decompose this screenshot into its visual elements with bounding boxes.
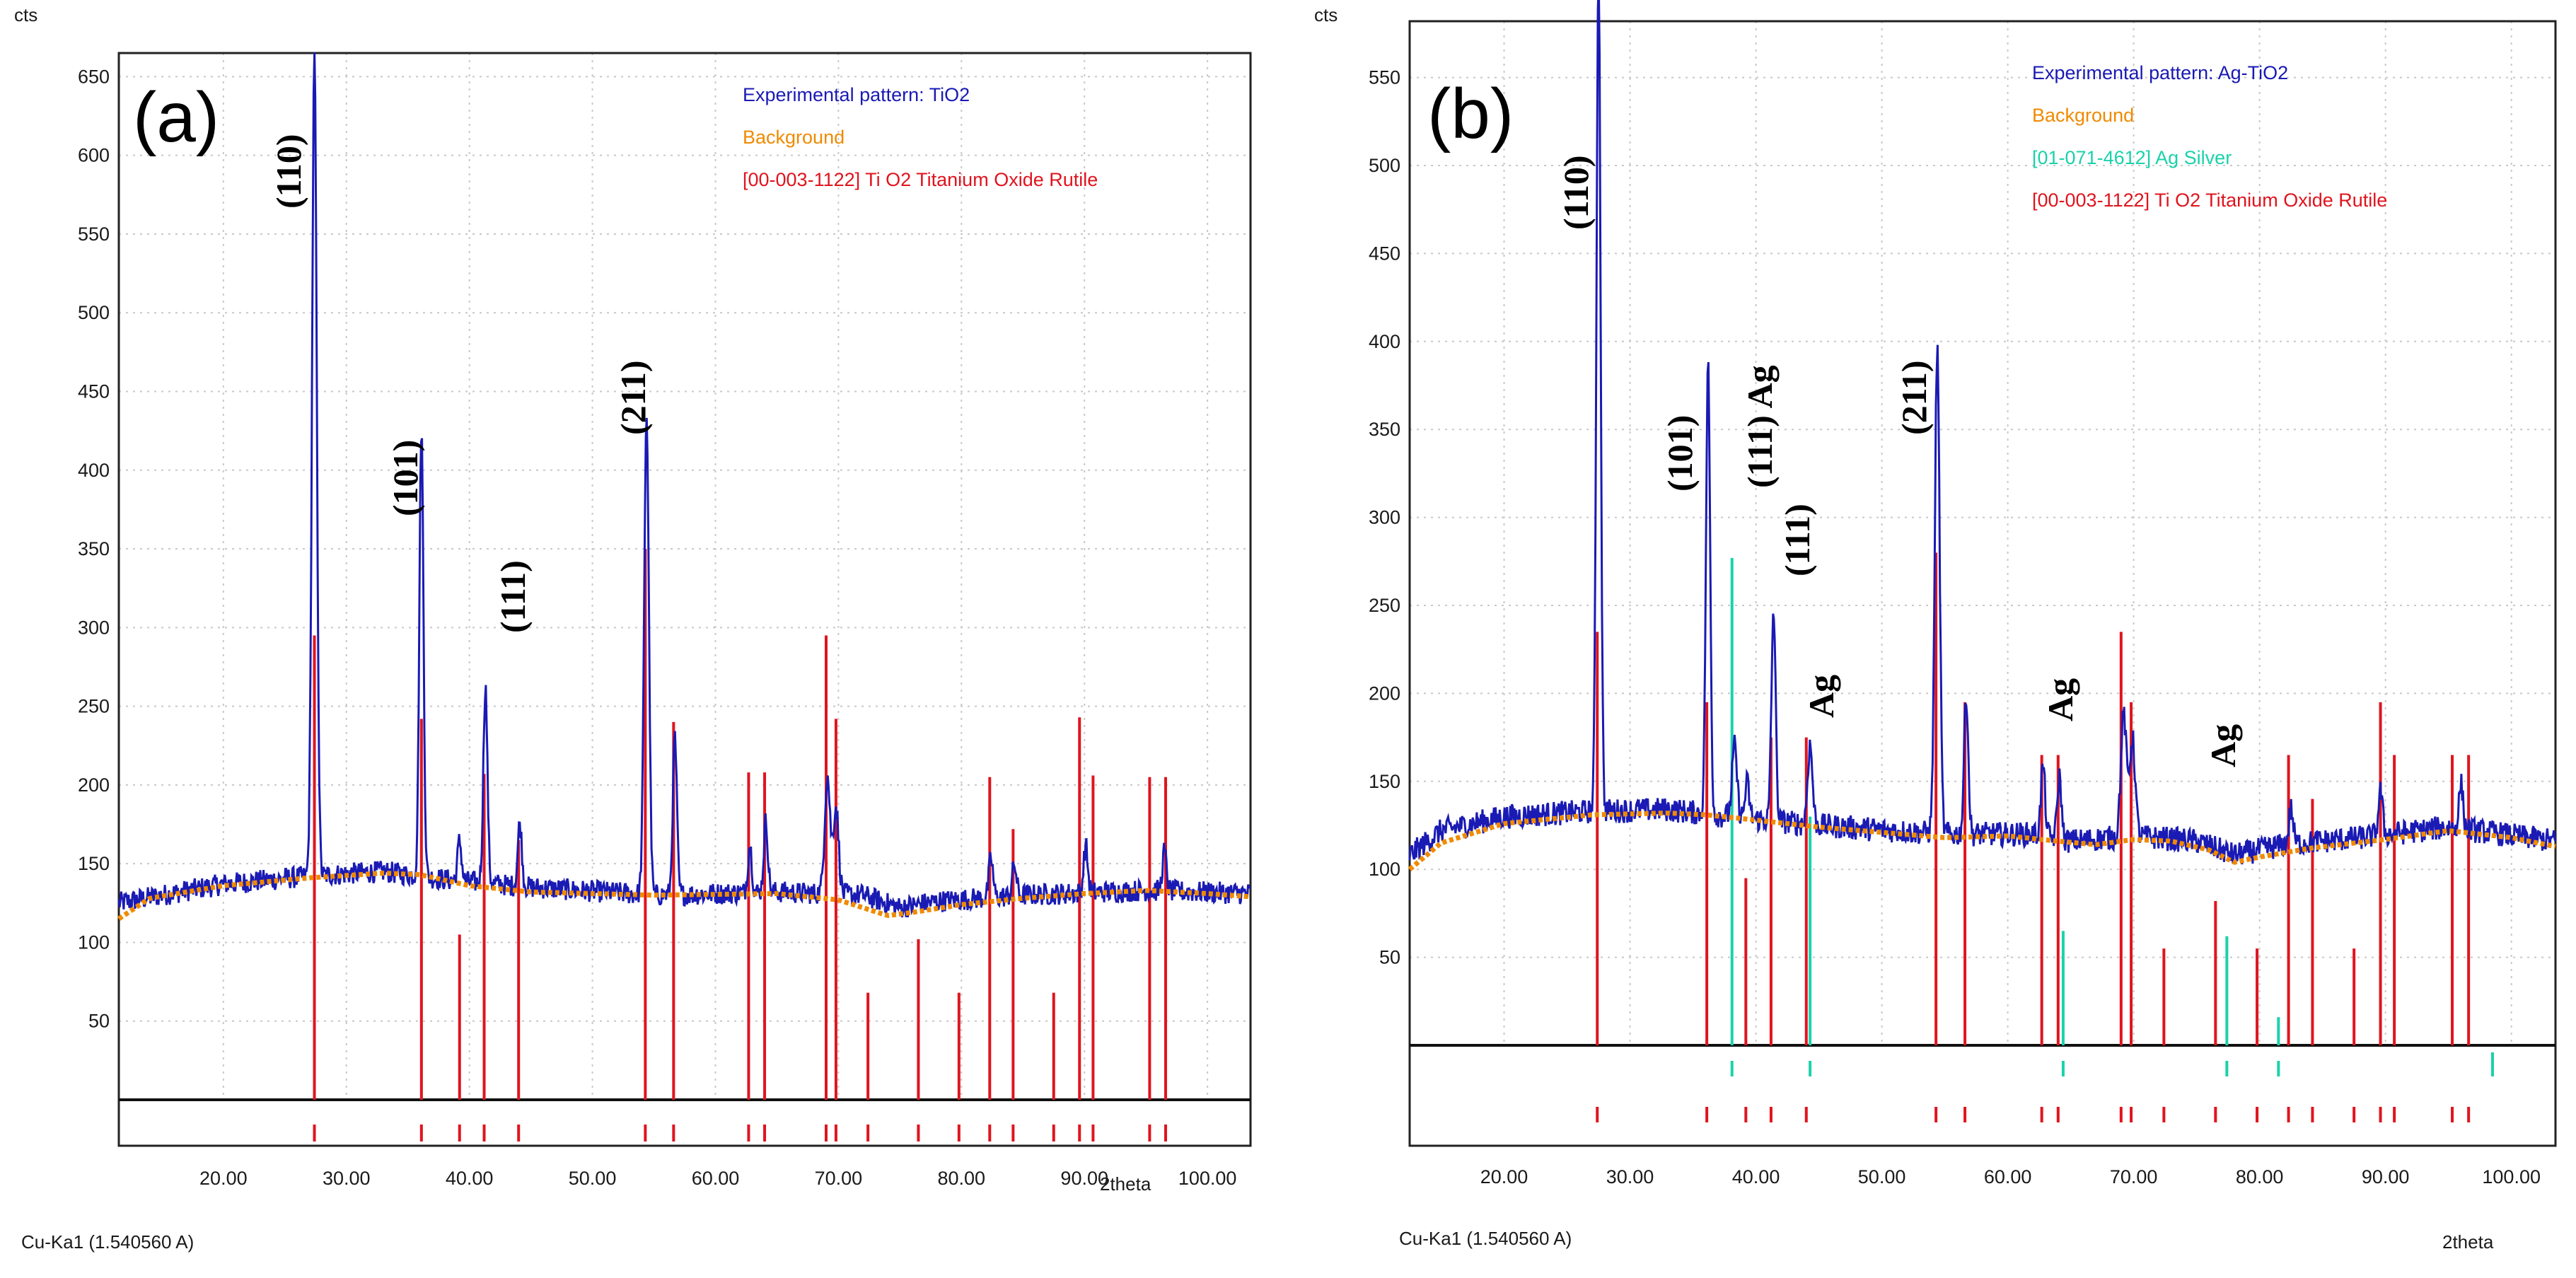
- y-tick-label: 350: [78, 538, 110, 559]
- x-tick-label: 20.00: [199, 1168, 248, 1189]
- panel-a-wavelength: Cu-Ka1 (1.540560 A): [21, 1231, 194, 1253]
- panel-b-x-ticks: 20.00 30.00 40.00 50.00 60.00 70.00 80.00 90.00…: [1480, 1166, 2541, 1187]
- y-tick-label: 100: [1369, 859, 1400, 880]
- plot-frame: [1408, 20, 2557, 1147]
- x-tick-label: 90.00: [1060, 1168, 1108, 1189]
- panel-b-legend: Experimental pattern: Ag-TiO2 Background […: [2032, 62, 2387, 211]
- y-tick-label: 250: [78, 696, 110, 717]
- x-tick-label: 40.00: [1732, 1166, 1780, 1187]
- y-tick-label: 550: [78, 223, 110, 245]
- y-tick-label: 300: [78, 617, 110, 638]
- panel-a: cts 50 100 150 200 250 300 350 400 450 500 550 600 6…: [14, 4, 1252, 1253]
- y-tick-label: 150: [78, 853, 110, 874]
- y-tick-label: 150: [1369, 771, 1400, 792]
- panel-a-y-unit: cts: [14, 4, 37, 25]
- y-tick-label: 500: [78, 302, 110, 323]
- x-tick-label: 80.00: [2236, 1166, 2284, 1187]
- y-tick-label: 450: [78, 381, 110, 402]
- x-tick-label: 60.00: [1984, 1166, 2032, 1187]
- x-tick-label: 30.00: [1606, 1166, 1654, 1187]
- y-tick-label: 400: [1369, 331, 1400, 352]
- y-tick-label: 250: [1369, 595, 1400, 616]
- y-tick-label: 50: [1379, 947, 1400, 968]
- background-line: [117, 871, 1251, 921]
- panel-b-peak-label-111-ag: (111) Ag: [1740, 365, 1780, 488]
- panel-a-peak-label-211: (211): [613, 360, 653, 435]
- y-tick-label: 600: [78, 145, 110, 166]
- x-tick-label: 40.00: [446, 1168, 494, 1189]
- experimental-pattern-line: [117, 52, 1251, 918]
- x-tick-label: 60.00: [692, 1168, 740, 1189]
- panel-a-peak-label-110: (110): [269, 134, 308, 209]
- y-tick-label: 450: [1369, 243, 1400, 264]
- y-tick-label: 200: [1369, 682, 1400, 704]
- panel-a-legend: Experimental pattern: TiO2 Background [00-…: [743, 84, 1098, 190]
- x-tick-label: 50.00: [569, 1168, 617, 1189]
- x-tick-label: 80.00: [938, 1168, 986, 1189]
- plot-frame: [117, 52, 1252, 1147]
- legend-entry: [00-003-1122] Ti O2 Titanium Oxide Rutil…: [2032, 190, 2387, 211]
- panel-a-x-ticks: 20.00 30.00 40.00 50.00 60.00 70.00 80.00 90.00…: [199, 1168, 1236, 1189]
- y-tick-label: 300: [1369, 507, 1400, 528]
- panel-b-peak-label-110: (110): [1556, 155, 1596, 230]
- x-tick-label: 90.00: [2362, 1166, 2410, 1187]
- panel-b-y-unit: cts: [1314, 4, 1338, 25]
- x-tick-label: 70.00: [2110, 1166, 2158, 1187]
- y-tick-label: 350: [1369, 419, 1400, 440]
- panel-a-peak-label-111: (111): [493, 560, 533, 633]
- y-tick-label: 650: [78, 66, 110, 87]
- y-tick-label: 500: [1369, 155, 1400, 176]
- panel-b-peak-label-ag-2: Ag: [2041, 678, 2080, 721]
- x-tick-label: 70.00: [815, 1168, 863, 1189]
- panel-a-y-ticks: 50 100 150 200 250 300 350 400 450 500 550 600 650: [78, 66, 110, 1031]
- x-tick-label: 50.00: [1858, 1166, 1906, 1187]
- legend-entry: Experimental pattern: TiO2: [743, 84, 970, 105]
- x-tick-label: 100.00: [2482, 1166, 2541, 1187]
- legend-entry: Background: [2032, 105, 2134, 126]
- x-tick-label: 30.00: [323, 1168, 371, 1189]
- y-tick-label: 100: [78, 931, 110, 953]
- panel-a-peak-label-101: (101): [385, 440, 425, 516]
- panel-b-peak-label-211: (211): [1894, 360, 1934, 435]
- panel-a-grid: [117, 52, 1252, 1147]
- experimental-pattern-line: [1408, 0, 2557, 865]
- panel-b: cts 50 100 150 200 250 300 350 400 450 500 550 20.…: [1314, 0, 2557, 1253]
- x-tick-label: 20.00: [1480, 1166, 1528, 1187]
- legend-entry: [01-071-4612] Ag Silver: [2032, 147, 2232, 168]
- panel-b-y-ticks: 50 100 150 200 250 300 350 400 450 500 550: [1369, 67, 1400, 968]
- x-tick-label: 100.00: [1178, 1168, 1237, 1189]
- panel-b-label: (b): [1427, 74, 1514, 153]
- panel-a-label: (a): [133, 78, 219, 157]
- panel-b-x-axis-label: 2theta: [2442, 1231, 2494, 1253]
- panel-b-peak-label-ag-3: Ag: [2203, 724, 2243, 767]
- panel-b-wavelength: Cu-Ka1 (1.540560 A): [1399, 1228, 1572, 1249]
- legend-entry: Experimental pattern: Ag-TiO2: [2032, 62, 2288, 83]
- legend-entry: [00-003-1122] Ti O2 Titanium Oxide Rutil…: [743, 169, 1098, 190]
- panel-a-reference-lines: [313, 549, 1167, 1142]
- panel-b-peak-label-111: (111): [1777, 504, 1817, 576]
- panel-b-series: [1408, 0, 2557, 871]
- panel-a-series: [117, 52, 1251, 921]
- y-tick-label: 550: [1369, 67, 1400, 88]
- panel-b-peak-label-101: (101): [1660, 415, 1700, 492]
- y-tick-label: 200: [78, 774, 110, 796]
- y-tick-label: 400: [78, 460, 110, 481]
- legend-entry: Background: [743, 127, 845, 148]
- y-tick-label: 50: [88, 1011, 110, 1032]
- panel-a-x-axis-label: 2theta: [1100, 1173, 1151, 1195]
- panel-b-peak-label-ag-1: Ag: [1802, 675, 1841, 718]
